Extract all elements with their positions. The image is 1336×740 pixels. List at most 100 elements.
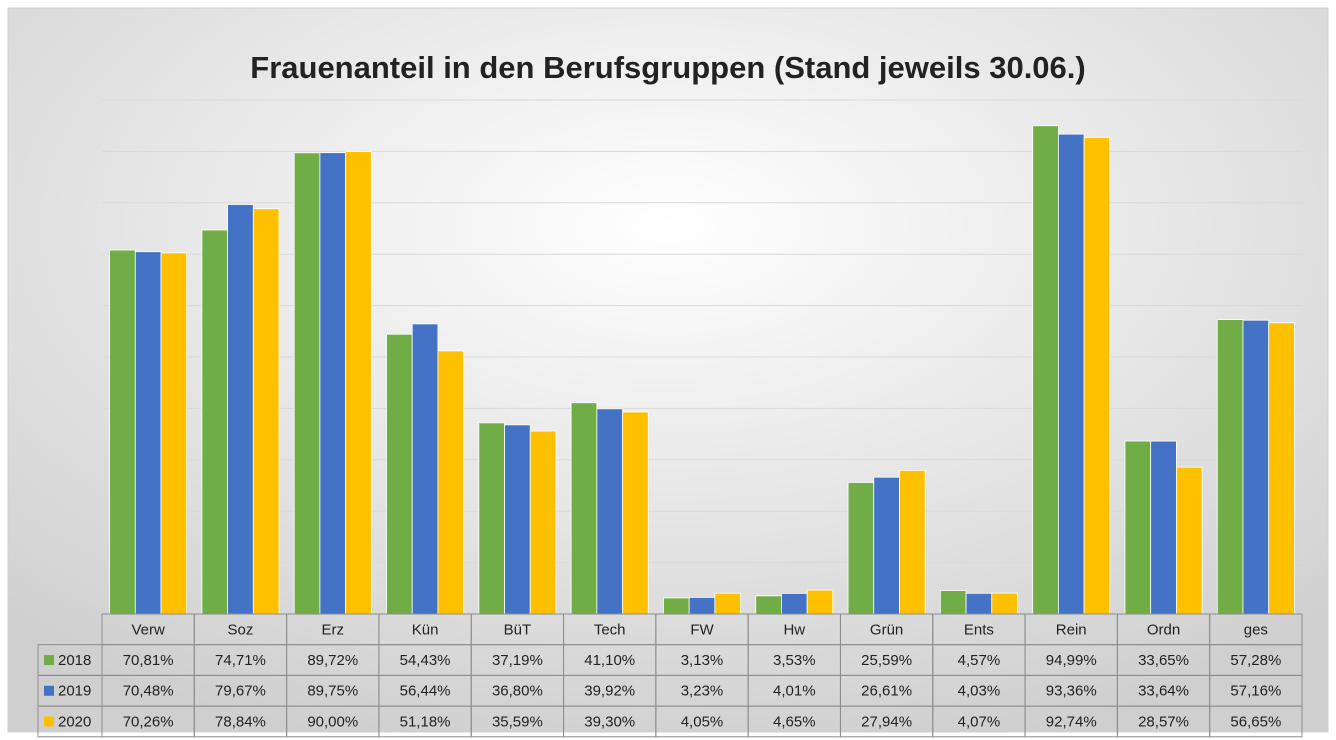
table-value: 74,71% [215, 652, 266, 669]
bar [1242, 319, 1270, 615]
bar [1268, 322, 1295, 615]
table-value: 54,43% [400, 652, 451, 669]
bar [939, 590, 967, 615]
table-value: 89,75% [307, 683, 358, 700]
table-value: 57,16% [1230, 683, 1281, 700]
table-value: 4,01% [773, 683, 816, 700]
table-value: 3,23% [681, 683, 724, 700]
table-value: 89,72% [307, 652, 358, 669]
table-value: 93,36% [1046, 683, 1097, 700]
table-value: 3,53% [773, 652, 816, 669]
table-value: 39,30% [584, 713, 635, 730]
table-value: 37,19% [492, 652, 543, 669]
bar [714, 592, 741, 615]
table-value: 70,81% [123, 652, 174, 669]
bar [252, 208, 280, 615]
table-value: 39,92% [584, 683, 635, 700]
table-value: 33,64% [1138, 683, 1189, 700]
x-tick-label: ges [1244, 621, 1268, 638]
table-cell [1209, 705, 1303, 738]
x-tick-label: Soz [228, 621, 254, 638]
bar [570, 402, 598, 615]
table-value: 28,57% [1138, 713, 1189, 730]
bar [1175, 466, 1203, 615]
table-cell [37, 705, 103, 738]
legend-label: 2019 [58, 683, 91, 700]
bar [1150, 440, 1177, 615]
x-tick-label: Rein [1056, 621, 1087, 638]
x-tick-label: Erz [322, 621, 345, 638]
bar [1216, 319, 1244, 615]
bar [504, 424, 531, 615]
x-tick-label: Hw [783, 621, 805, 638]
bar [622, 411, 649, 615]
bar [688, 596, 716, 615]
table-value: 33,65% [1138, 652, 1189, 669]
bar [227, 204, 254, 615]
table-value: 4,57% [958, 652, 1001, 669]
x-tick-label: BüT [504, 621, 532, 638]
legend-label: 2020 [58, 713, 91, 730]
bar [293, 152, 321, 615]
x-tick-label: Verw [131, 621, 165, 638]
bar [319, 152, 347, 615]
bar [478, 422, 505, 615]
bar [386, 333, 413, 615]
bar [755, 595, 782, 615]
bar [411, 323, 439, 615]
x-tick-label: Ents [964, 621, 994, 638]
table-value: 27,94% [861, 713, 912, 730]
bar [1124, 440, 1152, 615]
bar [201, 229, 229, 615]
table-value: 3,13% [681, 652, 724, 669]
table-value: 4,65% [773, 713, 816, 730]
bar [991, 592, 1018, 615]
x-tick-label: Grün [870, 621, 903, 638]
bar [965, 592, 993, 615]
bar [899, 469, 926, 615]
legend-label: 2018 [58, 652, 91, 669]
table-value: 4,07% [958, 713, 1001, 730]
table-value: 26,61% [861, 683, 912, 700]
bar [437, 350, 465, 615]
bar [1057, 133, 1085, 615]
bar [529, 430, 557, 615]
bar [134, 251, 162, 615]
table-value: 79,67% [215, 683, 266, 700]
x-tick-label: Kün [412, 621, 439, 638]
table-value: 90,00% [307, 713, 358, 730]
table-value: 41,10% [584, 652, 635, 669]
legend-swatch [44, 716, 54, 727]
table-value: 92,74% [1046, 713, 1097, 730]
table-value: 78,84% [215, 713, 266, 730]
bar [1083, 136, 1111, 615]
table-value: 94,99% [1046, 652, 1097, 669]
bar [109, 249, 136, 615]
table-value: 36,80% [492, 683, 543, 700]
table-value: 35,59% [492, 713, 543, 730]
table-value: 4,03% [958, 683, 1001, 700]
table-value: 70,26% [123, 713, 174, 730]
bar [160, 252, 188, 615]
legend-swatch [44, 655, 54, 666]
table-value: 70,48% [123, 683, 174, 700]
bar [1032, 125, 1059, 615]
x-tick-label: Ordn [1147, 621, 1180, 638]
table-value: 25,59% [861, 652, 912, 669]
table-value: 4,05% [681, 713, 724, 730]
bar [663, 597, 690, 615]
x-tick-label: Tech [594, 621, 626, 638]
bar [873, 476, 900, 615]
chart-title: Frauenanteil in den Berufsgruppen (Stand… [250, 50, 1085, 85]
table-value: 51,18% [400, 713, 451, 730]
bar [806, 589, 834, 615]
bar [847, 482, 875, 615]
bar [596, 408, 623, 615]
legend-swatch [44, 685, 54, 696]
table-value: 56,44% [400, 683, 451, 700]
bar [781, 592, 808, 615]
table-value: 57,28% [1230, 652, 1281, 669]
x-tick-label: FW [690, 621, 714, 638]
bar [345, 150, 372, 615]
